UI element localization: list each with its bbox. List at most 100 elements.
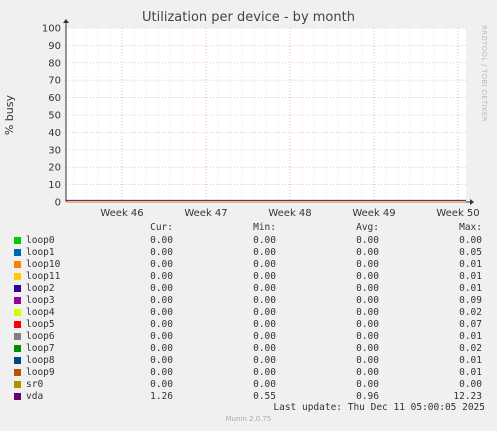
y-tick-label: 40 bbox=[48, 128, 61, 139]
legend-row-loop8: loop8 0.00 0.00 0.00 0.01 bbox=[0, 355, 497, 367]
legend-value-cur: 0.00 bbox=[150, 295, 173, 306]
legend-value-avg: 0.00 bbox=[356, 295, 379, 306]
legend-header-max: Max: bbox=[459, 222, 482, 233]
y-tick-label: 0 bbox=[55, 198, 61, 209]
legend-value-min: 0.00 bbox=[253, 283, 276, 294]
legend-row-loop9: loop9 0.00 0.00 0.00 0.01 bbox=[0, 367, 497, 379]
legend-value-avg: 0.00 bbox=[356, 319, 379, 330]
legend-series-name: loop9 bbox=[26, 367, 55, 378]
legend-value-cur: 0.00 bbox=[150, 367, 173, 378]
legend-value-cur: 0.00 bbox=[150, 247, 173, 258]
y-axis-arrow bbox=[63, 19, 69, 23]
legend-series-name: loop2 bbox=[26, 283, 55, 294]
legend-value-max: 0.01 bbox=[459, 331, 482, 342]
y-tick-label: 70 bbox=[48, 76, 61, 87]
legend-value-avg: 0.00 bbox=[356, 343, 379, 354]
x-tick-label: Week 50 bbox=[436, 208, 479, 219]
legend-row-loop2: loop2 0.00 0.00 0.00 0.01 bbox=[0, 283, 497, 295]
x-axis-arrow bbox=[470, 199, 474, 205]
legend-value-avg: 0.00 bbox=[356, 247, 379, 258]
legend-series-name: loop11 bbox=[26, 271, 61, 282]
legend-row-loop11: loop11 0.00 0.00 0.00 0.01 bbox=[0, 271, 497, 283]
legend-series-name: loop5 bbox=[26, 319, 55, 330]
y-tick-label: 90 bbox=[48, 41, 61, 52]
y-tick-label: 80 bbox=[48, 58, 61, 69]
legend-value-min: 0.00 bbox=[253, 319, 276, 330]
legend-row-loop0: loop0 0.00 0.00 0.00 0.00 bbox=[0, 235, 497, 247]
legend-value-cur: 0.00 bbox=[150, 355, 173, 366]
legend-value-min: 0.00 bbox=[253, 235, 276, 246]
legend-value-cur: 0.00 bbox=[150, 259, 173, 270]
legend-value-max: 0.01 bbox=[459, 259, 482, 270]
legend-swatch bbox=[14, 357, 21, 364]
legend-value-avg: 0.00 bbox=[356, 283, 379, 294]
legend-value-cur: 0.00 bbox=[150, 307, 173, 318]
legend-value-cur: 0.00 bbox=[150, 343, 173, 354]
x-tick-label: Week 49 bbox=[352, 208, 395, 219]
rrdtool-side-label: RRDTOOL / TOBI OETIKER bbox=[480, 25, 488, 122]
legend-value-min: 0.55 bbox=[253, 391, 276, 402]
legend-swatch bbox=[14, 333, 21, 340]
legend-series-name: sr0 bbox=[26, 379, 44, 390]
legend-value-max: 0.01 bbox=[459, 367, 482, 378]
legend-value-min: 0.00 bbox=[253, 247, 276, 258]
legend-value-avg: 0.00 bbox=[356, 379, 379, 390]
legend-value-min: 0.00 bbox=[253, 379, 276, 390]
legend-row-vda: vda 1.26 0.55 0.96 12.23 bbox=[0, 391, 497, 403]
legend-value-max: 0.01 bbox=[459, 283, 482, 294]
munin-footer: Munin 2.0.75 bbox=[225, 415, 272, 423]
legend-value-min: 0.00 bbox=[253, 307, 276, 318]
legend-value-cur: 1.26 bbox=[150, 391, 173, 402]
legend-row-loop3: loop3 0.00 0.00 0.00 0.09 bbox=[0, 295, 497, 307]
legend-swatch bbox=[14, 261, 21, 268]
y-tick-label: 100 bbox=[42, 24, 61, 35]
legend-series-name: loop8 bbox=[26, 355, 55, 366]
chart-title: Utilization per device - by month bbox=[142, 10, 355, 25]
legend-swatch bbox=[14, 321, 21, 328]
legend-value-avg: 0.00 bbox=[356, 271, 379, 282]
legend-series-name: loop10 bbox=[26, 259, 61, 270]
legend-swatch bbox=[14, 309, 21, 316]
legend-value-avg: 0.00 bbox=[356, 367, 379, 378]
legend-swatch bbox=[14, 345, 21, 352]
legend-header-avg: Avg: bbox=[356, 222, 379, 233]
legend-value-max: 0.07 bbox=[459, 319, 482, 330]
legend-value-min: 0.00 bbox=[253, 367, 276, 378]
x-tick-label: Week 47 bbox=[184, 208, 227, 219]
legend-row-loop6: loop6 0.00 0.00 0.00 0.01 bbox=[0, 331, 497, 343]
y-tick-label: 50 bbox=[48, 111, 61, 122]
legend-row-sr0: sr0 0.00 0.00 0.00 0.00 bbox=[0, 379, 497, 391]
legend-swatch bbox=[14, 249, 21, 256]
legend-value-avg: 0.00 bbox=[356, 355, 379, 366]
legend-value-max: 0.09 bbox=[459, 295, 482, 306]
legend-value-cur: 0.00 bbox=[150, 235, 173, 246]
legend-value-max: 0.02 bbox=[459, 343, 482, 354]
legend-swatch bbox=[14, 273, 21, 280]
legend-value-cur: 0.00 bbox=[150, 379, 173, 390]
legend-value-max: 0.01 bbox=[459, 355, 482, 366]
legend-value-cur: 0.00 bbox=[150, 271, 173, 282]
legend-value-max: 12.23 bbox=[453, 391, 482, 402]
legend-value-min: 0.00 bbox=[253, 331, 276, 342]
legend-value-max: 0.05 bbox=[459, 247, 482, 258]
legend-row-loop7: loop7 0.00 0.00 0.00 0.02 bbox=[0, 343, 497, 355]
legend-value-max: 0.00 bbox=[459, 235, 482, 246]
legend-value-avg: 0.00 bbox=[356, 235, 379, 246]
x-tick-label: Week 46 bbox=[100, 208, 143, 219]
legend-swatch bbox=[14, 285, 21, 292]
legend-value-min: 0.00 bbox=[253, 343, 276, 354]
legend-value-cur: 0.00 bbox=[150, 283, 173, 294]
last-update: Last update: Thu Dec 11 05:00:05 2025 bbox=[273, 402, 485, 413]
legend-series-name: loop1 bbox=[26, 247, 55, 258]
legend-value-max: 0.00 bbox=[459, 379, 482, 390]
y-tick-label: 10 bbox=[48, 180, 61, 191]
legend-swatch bbox=[14, 369, 21, 376]
legend-header-cur: Cur: bbox=[150, 222, 173, 233]
legend-value-avg: 0.96 bbox=[356, 391, 379, 402]
legend-value-min: 0.00 bbox=[253, 295, 276, 306]
legend-series-name: loop7 bbox=[26, 343, 55, 354]
legend-series-name: vda bbox=[26, 391, 44, 402]
legend-series-name: loop6 bbox=[26, 331, 55, 342]
legend-header-min: Min: bbox=[253, 222, 276, 233]
